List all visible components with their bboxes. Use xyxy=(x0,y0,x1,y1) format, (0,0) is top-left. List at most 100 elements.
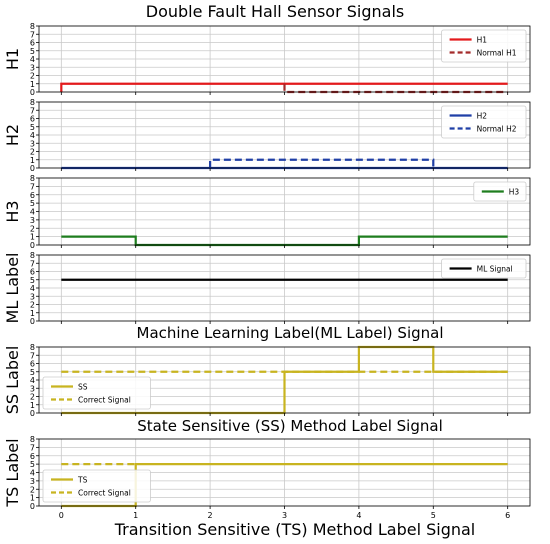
y-axis-label: H3 xyxy=(3,200,22,222)
y-tick-label: 2 xyxy=(30,301,35,310)
y-tick-label: 8 xyxy=(30,435,35,444)
y-axis-label: SS Label xyxy=(3,346,22,415)
y-tick-label: 0 xyxy=(30,317,35,326)
y-tick-label: 1 xyxy=(30,401,35,410)
legend-box xyxy=(441,105,527,139)
y-tick-label: 4 xyxy=(30,284,35,293)
y-tick-label: 1 xyxy=(30,233,35,242)
legend-label: H1 xyxy=(477,36,488,45)
y-tick-label: 3 xyxy=(30,477,35,486)
y-tick-label: 3 xyxy=(30,63,35,72)
y-tick-label: 8 xyxy=(30,343,35,352)
legend-label: ML Signal xyxy=(477,265,513,274)
y-tick-label: 0 xyxy=(30,502,35,511)
y-tick-label: 7 xyxy=(30,259,35,268)
y-tick-label: 0 xyxy=(30,409,35,418)
legend-label: Correct Signal xyxy=(78,489,131,498)
y-tick-label: 3 xyxy=(30,216,35,225)
y-axis-label: TS Label xyxy=(3,438,22,507)
y-tick-label: 6 xyxy=(30,191,35,200)
y-tick-label: 5 xyxy=(30,276,35,285)
y-tick-label: 1 xyxy=(30,156,35,165)
legend-label: TS xyxy=(77,476,88,485)
y-tick-label: 0 xyxy=(30,241,35,250)
y-tick-label: 2 xyxy=(30,148,35,157)
series-line xyxy=(61,345,508,415)
y-tick-label: 4 xyxy=(30,376,35,385)
y-tick-label: 5 xyxy=(30,460,35,469)
y-tick-label: 6 xyxy=(30,39,35,48)
y-tick-label: 4 xyxy=(30,131,35,140)
legend-label: Normal H2 xyxy=(477,125,517,134)
y-tick-label: 6 xyxy=(30,115,35,124)
y-tick-label: 8 xyxy=(30,98,35,107)
y-tick-label: 5 xyxy=(30,199,35,208)
y-tick-label: 6 xyxy=(30,268,35,277)
x-axis-label: Transition Sensitive (TS) Method Label S… xyxy=(114,520,476,539)
y-tick-label: 8 xyxy=(30,251,35,260)
y-tick-label: 2 xyxy=(30,224,35,233)
y-tick-label: 1 xyxy=(30,309,35,318)
y-tick-label: 8 xyxy=(30,22,35,31)
x-tick-label: 3 xyxy=(282,511,287,520)
y-axis-label: ML Label xyxy=(3,253,22,324)
legend: ML Signal xyxy=(441,258,527,279)
legend-box xyxy=(441,258,527,279)
legend-label: Normal H1 xyxy=(477,49,517,58)
figure-title: Double Fault Hall Sensor Signals xyxy=(146,2,405,21)
series-line xyxy=(209,158,435,168)
x-tick-label: 1 xyxy=(133,511,138,520)
x-tick-label: 4 xyxy=(356,511,361,520)
y-tick-label: 8 xyxy=(30,174,35,183)
y-tick-label: 7 xyxy=(30,106,35,115)
series-line xyxy=(283,83,508,94)
y-tick-label: 1 xyxy=(30,494,35,503)
x-tick-label: 0 xyxy=(59,511,64,520)
y-tick-label: 1 xyxy=(30,80,35,89)
series-line xyxy=(60,82,508,92)
subplot-caption: State Sensitive (SS) Method Label Signal xyxy=(137,417,443,435)
y-tick-label: 3 xyxy=(30,292,35,301)
y-tick-label: 7 xyxy=(30,30,35,39)
y-tick-label: 6 xyxy=(30,452,35,461)
legend-label: SS xyxy=(78,383,88,392)
legend-box xyxy=(441,29,527,63)
legend-label: H3 xyxy=(509,188,520,197)
y-tick-label: 2 xyxy=(30,72,35,81)
legend: SS Correct Signal xyxy=(42,376,151,410)
x-tick-label: 5 xyxy=(431,511,436,520)
y-tick-label: 4 xyxy=(30,469,35,478)
y-tick-label: 0 xyxy=(30,88,35,97)
y-tick-label: 5 xyxy=(30,368,35,377)
y-tick-label: 5 xyxy=(30,47,35,56)
y-tick-label: 3 xyxy=(30,139,35,148)
x-tick-label: 2 xyxy=(208,511,213,520)
y-tick-label: 7 xyxy=(30,182,35,191)
y-tick-label: 6 xyxy=(30,360,35,369)
y-tick-label: 4 xyxy=(30,55,35,64)
legend: H1 Normal H1 xyxy=(441,29,527,63)
legend: TS Correct Signal xyxy=(42,469,151,503)
y-tick-label: 2 xyxy=(30,393,35,402)
legend-box xyxy=(42,376,151,410)
legend-label: Correct Signal xyxy=(78,396,131,405)
y-tick-label: 2 xyxy=(30,485,35,494)
legend: H3 xyxy=(473,181,527,202)
y-tick-label: 7 xyxy=(30,351,35,360)
legend-label: H2 xyxy=(477,112,488,121)
x-tick-label: 6 xyxy=(505,511,510,520)
y-tick-label: 5 xyxy=(30,123,35,132)
y-tick-label: 4 xyxy=(30,208,35,217)
y-tick-label: 0 xyxy=(30,164,35,173)
y-tick-label: 7 xyxy=(30,443,35,452)
subplot-caption: Machine Learning Label(ML Label) Signal xyxy=(137,324,444,342)
y-tick-label: 3 xyxy=(30,384,35,393)
